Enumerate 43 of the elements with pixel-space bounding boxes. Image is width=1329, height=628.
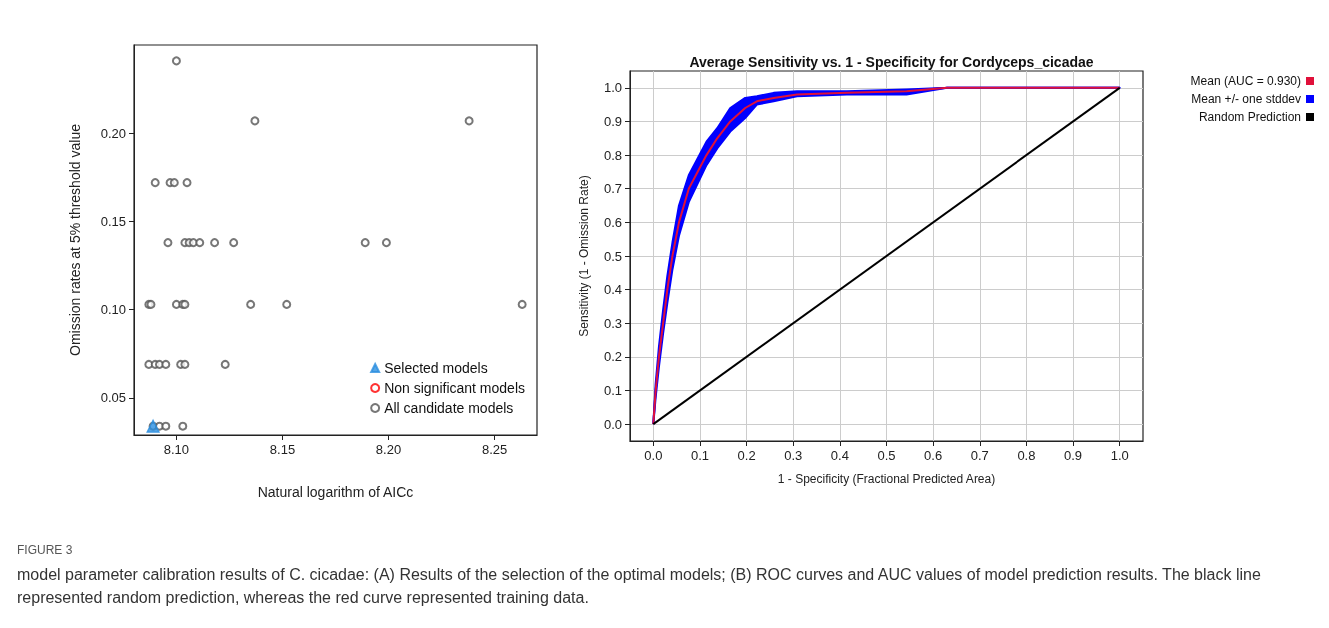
y-tick-label: 0.3 <box>603 315 622 331</box>
x-tick-label: 8.20 <box>375 442 402 457</box>
legend-label: Mean +/- one stddev <box>1191 92 1301 106</box>
legend-label: Non significant models <box>384 380 526 396</box>
y-tick-label: 1.0 <box>603 80 622 96</box>
y-tick-label: 0.15 <box>100 213 126 229</box>
x-tick-label: 0.8 <box>1017 448 1036 463</box>
x-axis-title: Natural logarithm of AICc <box>257 484 414 500</box>
y-tick-label: 0.10 <box>100 302 126 318</box>
y-tick-label: 0.6 <box>603 214 622 230</box>
y-tick-label: 0.5 <box>603 248 622 264</box>
legend-label: Mean (AUC = 0.930) <box>1190 74 1301 88</box>
y-tick-label: 0.0 <box>603 416 622 432</box>
x-tick-label: 1.0 <box>1110 448 1129 463</box>
chart-title: Average Sensitivity vs. 1 - Specificity for Cordyceps_cicadae <box>689 54 1094 70</box>
legend-label: Random Prediction <box>1198 110 1301 124</box>
y-tick-label: 0.8 <box>603 147 622 163</box>
x-tick-label: 0.5 <box>877 448 896 463</box>
y-tick-label: 0.9 <box>603 113 622 129</box>
x-tick-label: 8.15 <box>269 442 296 457</box>
x-tick-label: 8.25 <box>481 442 508 457</box>
y-tick-label: 0.4 <box>603 282 622 298</box>
x-tick-label: 0.1 <box>690 448 709 463</box>
y-tick-label: 0.1 <box>603 383 622 399</box>
y-tick-label: 0.2 <box>603 349 622 365</box>
x-tick-label: 8.10 <box>163 442 190 457</box>
y-axis-title: Omission rates at 5% threshold value <box>67 123 83 356</box>
y-axis-title: Sensitivity (1 - Omission Rate) <box>577 175 591 337</box>
text: model parameter calibration results of C. cicadae: (A) Results of the selection of the optimal models; (B) ROC curves and AUC values of model prediction results. The black line represented random prediction, whereas the red curve represented training data. <box>17 565 1262 608</box>
x-tick-label: 0.4 <box>830 448 849 463</box>
legend-label: All candidate models <box>384 400 514 416</box>
y-tick-label: 0.05 <box>100 390 126 406</box>
x-tick-label: 0.2 <box>737 448 756 463</box>
x-tick-label: 0.3 <box>784 448 803 463</box>
x-axis-title: 1 - Specificity (Fractional Predicted Area) <box>777 472 996 486</box>
legend-label: Selected models <box>384 360 488 376</box>
y-tick-label: 0.20 <box>100 125 126 141</box>
y-tick-label: 0.7 <box>603 181 622 197</box>
x-tick-label: 0.6 <box>924 448 943 463</box>
x-tick-label: 0.0 <box>644 448 663 463</box>
caption: FIGURE 3 <box>17 543 74 557</box>
x-tick-label: 0.7 <box>970 448 989 463</box>
x-tick-label: 0.9 <box>1064 448 1083 463</box>
